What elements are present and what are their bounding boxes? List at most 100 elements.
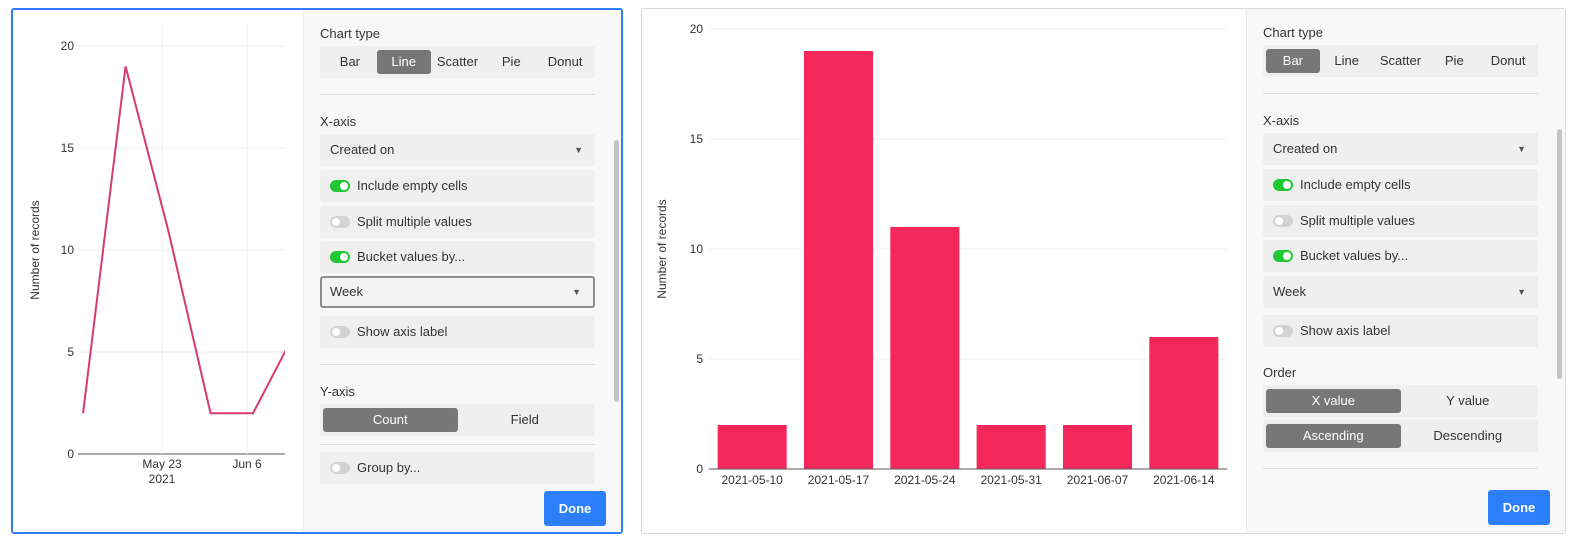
order-label: Order bbox=[1263, 365, 1297, 380]
split-multiple-toggle[interactable]: Split multiple values bbox=[1263, 205, 1538, 237]
chart-type-label: Chart type bbox=[320, 26, 380, 41]
order-dir-ascending[interactable]: Ascending bbox=[1266, 424, 1401, 448]
line-chart-config: Chart type Bar Line Scatter Pie Donut X-axis… bbox=[303, 10, 621, 532]
x-tick-label: 2021-05-31 bbox=[980, 473, 1042, 487]
chart-type-selector: Bar Line Scatter Pie Donut bbox=[320, 46, 595, 78]
toggle-off-icon bbox=[1273, 325, 1293, 337]
divider bbox=[320, 94, 595, 95]
x-tick-label: May 23 bbox=[142, 457, 182, 471]
bar-chart-area: 0 5 10 15 20 2021-05-10 2021-05-17 2021-05-24 20… bbox=[642, 9, 1246, 533]
chart-type-bar[interactable]: Bar bbox=[339, 54, 361, 69]
chart-type-bar[interactable]: Bar bbox=[1266, 49, 1320, 73]
divider bbox=[320, 444, 595, 445]
include-empty-label: Include empty cells bbox=[357, 178, 468, 193]
order-by-y-value[interactable]: Y value bbox=[1446, 393, 1490, 408]
chart-type-line[interactable]: Line bbox=[1334, 53, 1359, 68]
config-footer: Done bbox=[304, 484, 621, 532]
chart-type-pie[interactable]: Pie bbox=[501, 54, 521, 69]
include-empty-toggle[interactable]: Include empty cells bbox=[1263, 169, 1538, 201]
y-tick-label: 5 bbox=[696, 352, 703, 366]
divider bbox=[320, 364, 595, 365]
bar-chart: 0 5 10 15 20 2021-05-10 2021-05-17 2021-05-24 20… bbox=[655, 22, 1227, 487]
chart-type-line[interactable]: Line bbox=[376, 50, 431, 74]
bar bbox=[717, 425, 787, 469]
x-tick-label: 2021-05-24 bbox=[894, 473, 956, 487]
y-tick-label: 0 bbox=[696, 462, 703, 476]
bar bbox=[803, 51, 874, 469]
chart-type-label: Chart type bbox=[1263, 25, 1323, 40]
chart-type-selector: Bar Line Scatter Pie Donut bbox=[1263, 45, 1538, 77]
group-by-label: Group by... bbox=[357, 460, 421, 475]
y-axis-label: Y-axis bbox=[320, 384, 355, 399]
chart-type-donut[interactable]: Donut bbox=[547, 54, 583, 69]
y-tick-label: 5 bbox=[67, 345, 74, 359]
divider bbox=[1263, 93, 1538, 94]
y-tick-label: 20 bbox=[690, 22, 704, 36]
bar bbox=[1149, 337, 1219, 469]
group-by-toggle[interactable]: Group by... bbox=[320, 452, 595, 484]
x-field-select[interactable]: Created on ▼ bbox=[1263, 133, 1538, 165]
show-axis-label-label: Show axis label bbox=[1300, 323, 1391, 338]
bucket-values-toggle[interactable]: Bucket values by... bbox=[320, 241, 595, 273]
config-scrollbar[interactable] bbox=[614, 140, 619, 402]
line-chart-area: 0 5 10 15 20 May 23 Jun 6 2021 Number of records bbox=[13, 10, 303, 532]
caret-down-icon: ▼ bbox=[1517, 144, 1526, 154]
done-button[interactable]: Done bbox=[1488, 490, 1550, 525]
y-axis-title: Number of records bbox=[28, 200, 42, 299]
caret-down-icon: ▼ bbox=[572, 287, 581, 297]
y-tick-label: 10 bbox=[690, 242, 704, 256]
chart-type-scatter[interactable]: Scatter bbox=[1379, 53, 1422, 68]
toggle-off-icon bbox=[330, 326, 350, 338]
y-tick-label: 15 bbox=[690, 132, 704, 146]
x-tick-label: Jun 6 bbox=[232, 457, 262, 471]
split-multiple-toggle[interactable]: Split multiple values bbox=[320, 206, 595, 238]
order-dir-descending[interactable]: Descending bbox=[1433, 428, 1503, 443]
split-multiple-label: Split multiple values bbox=[357, 214, 472, 229]
x-tick-label: 2021-05-10 bbox=[721, 473, 783, 487]
bar-chart-panel[interactable]: 0 5 10 15 20 2021-05-10 2021-05-17 2021-05-24 20… bbox=[641, 8, 1566, 534]
bucket-unit-select[interactable]: Week ▼ bbox=[320, 276, 595, 308]
show-axis-label-toggle[interactable]: Show axis label bbox=[320, 316, 595, 348]
caret-down-icon: ▼ bbox=[574, 145, 583, 155]
toggle-on-icon bbox=[1273, 250, 1293, 262]
bar bbox=[890, 227, 960, 469]
show-axis-label-label: Show axis label bbox=[357, 324, 448, 339]
y-tick-label: 0 bbox=[67, 447, 74, 461]
bucket-unit-value: Week bbox=[330, 284, 363, 299]
line-chart: 0 5 10 15 20 May 23 Jun 6 2021 Number of records bbox=[28, 24, 285, 486]
toggle-on-icon bbox=[330, 180, 350, 192]
divider bbox=[1263, 468, 1538, 469]
x-field-select[interactable]: Created on ▼ bbox=[320, 134, 595, 166]
y-mode-count[interactable]: Count bbox=[323, 408, 458, 432]
x-tick-label: 2021-06-07 bbox=[1067, 473, 1129, 487]
config-scrollbar[interactable] bbox=[1557, 129, 1562, 379]
order-by-selector: X value Y value bbox=[1263, 385, 1538, 417]
toggle-off-icon bbox=[1273, 215, 1293, 227]
order-direction-selector: Ascending Descending bbox=[1263, 420, 1538, 452]
split-multiple-label: Split multiple values bbox=[1300, 213, 1415, 228]
include-empty-label: Include empty cells bbox=[1300, 177, 1411, 192]
bucket-values-label: Bucket values by... bbox=[1300, 248, 1409, 263]
order-by-x-value[interactable]: X value bbox=[1266, 389, 1401, 413]
bar bbox=[1062, 425, 1133, 469]
x-tick-label: 2021-06-14 bbox=[1153, 473, 1215, 487]
done-button[interactable]: Done bbox=[544, 491, 606, 526]
bucket-unit-value: Week bbox=[1273, 284, 1306, 299]
x-tick-label: 2021-05-17 bbox=[808, 473, 870, 487]
series-line bbox=[82, 66, 285, 415]
bucket-values-label: Bucket values by... bbox=[357, 249, 466, 264]
bar bbox=[976, 425, 1046, 469]
show-axis-label-toggle[interactable]: Show axis label bbox=[1263, 315, 1538, 347]
chart-type-donut[interactable]: Donut bbox=[1490, 53, 1526, 68]
chart-type-scatter[interactable]: Scatter bbox=[436, 54, 479, 69]
bucket-values-toggle[interactable]: Bucket values by... bbox=[1263, 240, 1538, 272]
y-mode-field[interactable]: Field bbox=[510, 412, 539, 427]
y-tick-label: 10 bbox=[61, 243, 75, 257]
caret-down-icon: ▼ bbox=[1517, 287, 1526, 297]
x-field-value: Created on bbox=[1273, 141, 1338, 156]
include-empty-toggle[interactable]: Include empty cells bbox=[320, 170, 595, 202]
bucket-unit-select[interactable]: Week ▼ bbox=[1263, 276, 1538, 308]
x-axis-label: X-axis bbox=[1263, 113, 1300, 128]
line-chart-panel[interactable]: 0 5 10 15 20 May 23 Jun 6 2021 Number of records… bbox=[11, 8, 623, 534]
chart-type-pie[interactable]: Pie bbox=[1444, 53, 1464, 68]
